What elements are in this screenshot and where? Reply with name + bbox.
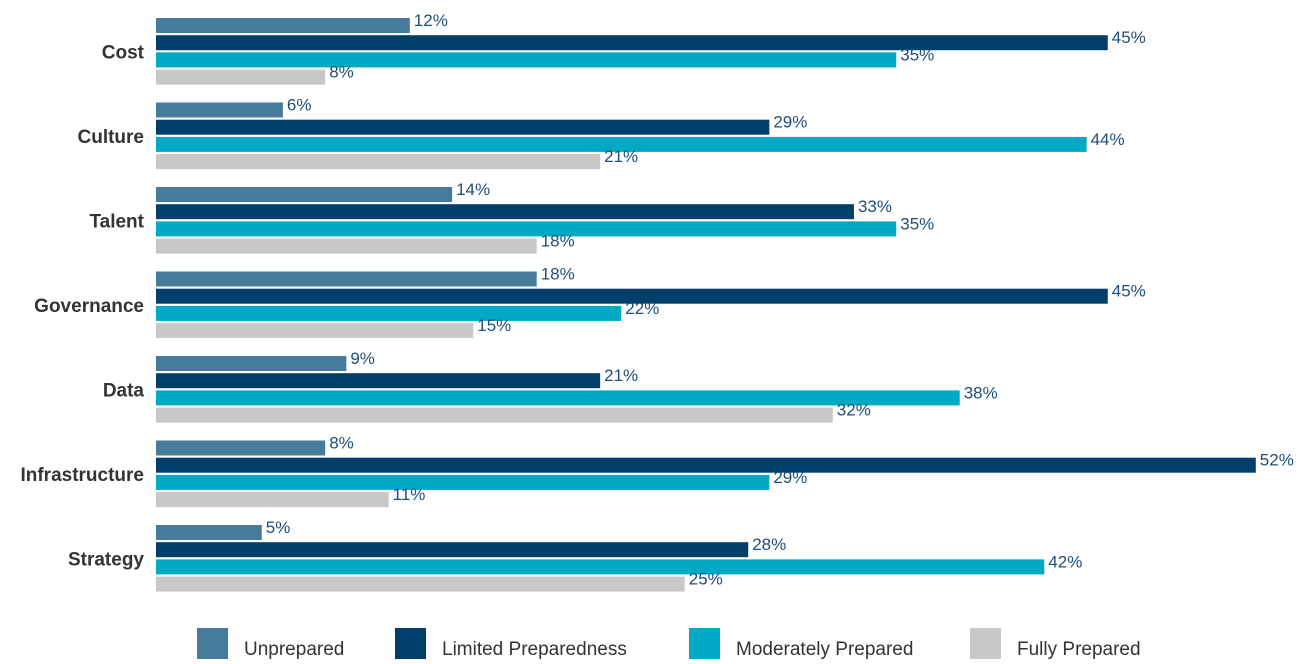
legend-label-unprepared: Unprepared <box>244 639 344 660</box>
bar-infrastructure-moderately-prepared <box>156 474 770 490</box>
bar-infrastructure-limited-preparedness <box>156 457 1256 473</box>
category-label-governance: Governance <box>34 296 144 317</box>
value-label-data-fully-prepared: 32% <box>837 401 871 420</box>
legend: Unprepared Limited Preparedness Moderately… <box>197 628 1141 660</box>
value-label-governance-unprepared: 18% <box>541 265 575 284</box>
value-label-infrastructure-limited-preparedness: 52% <box>1260 451 1294 470</box>
labels-layer: Cost 12% 45% 35% 8% Culture 6% 29% 44% 21% Talent 1… <box>20 11 1293 589</box>
bar-talent-limited-preparedness <box>156 204 854 220</box>
bar-infrastructure-fully-prepared <box>156 492 389 508</box>
value-label-infrastructure-fully-prepared: 11% <box>393 485 426 504</box>
value-label-data-unprepared: 9% <box>350 349 375 368</box>
bar-cost-fully-prepared <box>156 69 326 85</box>
value-label-strategy-unprepared: 5% <box>266 518 291 537</box>
bar-governance-fully-prepared <box>156 323 474 339</box>
category-label-infrastructure: Infrastructure <box>20 465 144 486</box>
bar-cost-moderately-prepared <box>156 52 897 68</box>
bar-culture-unprepared <box>156 102 283 118</box>
bar-data-unprepared <box>156 356 347 371</box>
value-label-data-limited-preparedness: 21% <box>604 366 638 385</box>
bar-governance-moderately-prepared <box>156 305 622 321</box>
value-label-data-moderately-prepared: 38% <box>964 383 998 402</box>
bar-data-limited-preparedness <box>156 373 601 389</box>
value-label-cost-moderately-prepared: 35% <box>900 45 934 64</box>
legend-swatch-fully-prepared <box>970 628 1001 659</box>
value-label-strategy-fully-prepared: 25% <box>689 570 723 589</box>
bar-culture-fully-prepared <box>156 154 601 170</box>
bar-governance-limited-preparedness <box>156 288 1108 304</box>
value-label-talent-moderately-prepared: 35% <box>900 214 934 233</box>
bar-strategy-limited-preparedness <box>156 542 749 558</box>
bar-cost-limited-preparedness <box>156 35 1108 51</box>
value-label-infrastructure-moderately-prepared: 29% <box>773 468 807 487</box>
category-label-cost: Cost <box>102 42 145 63</box>
value-label-governance-fully-prepared: 15% <box>477 316 511 335</box>
value-label-culture-unprepared: 6% <box>287 96 312 115</box>
value-label-culture-fully-prepared: 21% <box>604 147 638 166</box>
bar-cost-unprepared <box>156 18 410 33</box>
value-label-cost-fully-prepared: 8% <box>329 63 354 82</box>
bar-talent-fully-prepared <box>156 238 537 254</box>
bar-data-moderately-prepared <box>156 390 960 406</box>
bar-talent-moderately-prepared <box>156 221 897 237</box>
legend-swatch-limited-preparedness <box>395 628 426 659</box>
category-label-talent: Talent <box>89 211 144 232</box>
category-label-culture: Culture <box>78 127 145 148</box>
category-label-strategy: Strategy <box>68 549 144 570</box>
value-label-governance-limited-preparedness: 45% <box>1112 282 1146 301</box>
value-label-culture-moderately-prepared: 44% <box>1091 130 1125 149</box>
value-label-cost-unprepared: 12% <box>414 11 448 30</box>
legend-label-moderately-prepared: Moderately Prepared <box>736 639 913 660</box>
value-label-infrastructure-unprepared: 8% <box>329 434 354 453</box>
legend-label-fully-prepared: Fully Prepared <box>1017 639 1141 660</box>
bars-layer <box>156 18 1256 592</box>
bar-talent-unprepared <box>156 187 453 202</box>
value-label-governance-moderately-prepared: 22% <box>625 299 659 318</box>
bar-governance-unprepared <box>156 271 537 287</box>
value-label-talent-fully-prepared: 18% <box>541 232 575 251</box>
legend-swatch-unprepared <box>197 628 228 659</box>
value-label-talent-limited-preparedness: 33% <box>858 197 892 216</box>
legend-swatch-moderately-prepared <box>689 628 720 659</box>
bar-culture-moderately-prepared <box>156 136 1087 152</box>
value-label-strategy-limited-preparedness: 28% <box>752 535 786 554</box>
bar-infrastructure-unprepared <box>156 440 326 456</box>
bar-strategy-moderately-prepared <box>156 559 1045 575</box>
bar-strategy-fully-prepared <box>156 576 685 592</box>
category-label-data: Data <box>103 380 145 401</box>
bar-strategy-unprepared <box>156 525 262 540</box>
value-label-strategy-moderately-prepared: 42% <box>1048 552 1082 571</box>
value-label-culture-limited-preparedness: 29% <box>773 113 807 132</box>
value-label-cost-limited-preparedness: 45% <box>1112 28 1146 47</box>
legend-label-limited-preparedness: Limited Preparedness <box>442 639 627 660</box>
bar-data-fully-prepared <box>156 407 833 423</box>
bar-culture-limited-preparedness <box>156 119 770 135</box>
value-label-talent-unprepared: 14% <box>456 180 490 199</box>
